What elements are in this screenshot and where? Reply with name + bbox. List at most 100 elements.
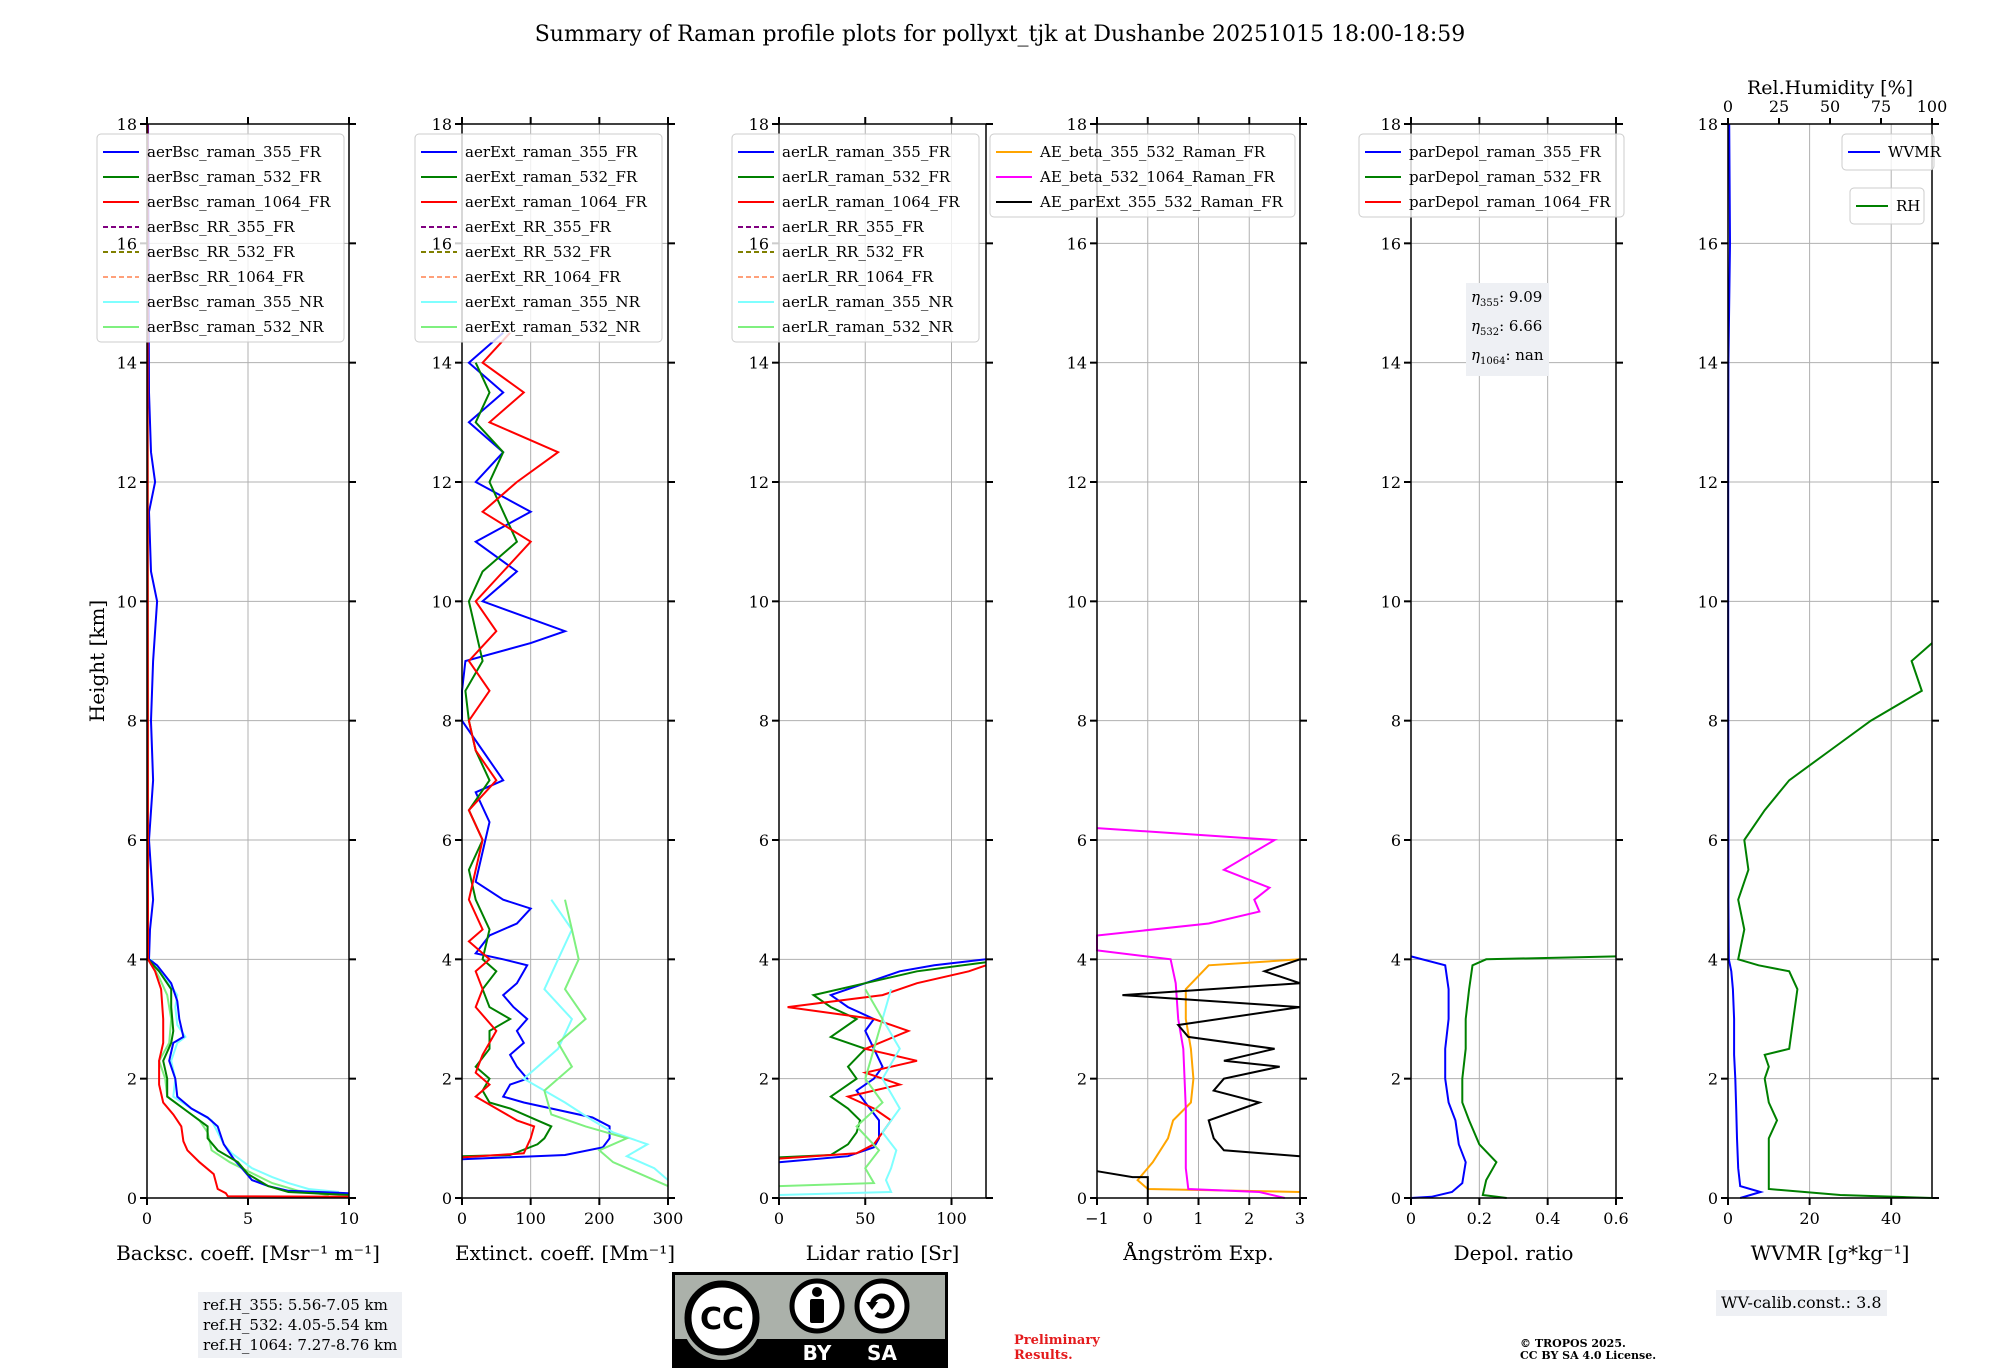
panel-depol — [1358, 117, 1625, 1205]
y-tick-label: 16 — [1381, 234, 1401, 253]
y-tick-label: 10 — [1381, 592, 1401, 611]
y-tick-label: 8 — [442, 712, 452, 731]
plot-frame — [1410, 123, 1617, 1199]
series-line-ae-parext-355-532-raman-fr — [1122, 958, 1301, 1158]
eta-355: η355: 9.09 — [1471, 288, 1543, 309]
y-tick-label: 4 — [127, 950, 137, 969]
series-line-aerbsc-raman-1064-fr — [146, 123, 350, 1198]
y-tick-label: 12 — [1381, 473, 1401, 492]
x-axis-label: Ångström Exp. — [1122, 1240, 1273, 1265]
legend-label: aerBsc_RR_355_FR — [147, 218, 295, 236]
y-tick-label: 10 — [117, 592, 137, 611]
top-tick-label: 0 — [1723, 97, 1733, 116]
series-line-ae-beta-532-1064-raman-fr — [1096, 827, 1286, 1199]
y-tick-label: 18 — [1698, 115, 1718, 134]
x-tick-label: 2 — [1244, 1209, 1254, 1228]
plot-frame — [461, 123, 669, 1199]
y-tick-label: 10 — [432, 592, 452, 611]
y-tick-label: 2 — [759, 1070, 769, 1089]
legend-label: aerExt_RR_532_FR — [465, 243, 612, 261]
series-line-aerlr-raman-355-nr — [778, 988, 901, 1196]
legend-label: aerLR_raman_1064_FR — [782, 193, 960, 211]
y-tick-label: 2 — [127, 1070, 137, 1089]
y-tick-label: 6 — [1391, 831, 1401, 850]
legend-label: parDepol_raman_355_FR — [1409, 143, 1602, 161]
y-tick-label: 4 — [1391, 950, 1401, 969]
panel-lr — [731, 117, 993, 1205]
y-tick-label: 6 — [442, 831, 452, 850]
plot-frame — [1727, 123, 1933, 1199]
panel-wv — [1721, 118, 1939, 1205]
copyright-note: © TROPOS 2025. CC BY SA 4.0 License. — [1520, 1337, 1657, 1362]
x-tick-label: 0.4 — [1535, 1209, 1560, 1228]
y-tick-label: 6 — [1077, 831, 1087, 850]
ref-height-1064: ref.H_1064: 7.27-8.76 km — [203, 1336, 398, 1354]
legend-label: aerBsc_raman_355_NR — [147, 293, 324, 311]
ref-height-532: ref.H_532: 4.05-5.54 km — [203, 1316, 388, 1334]
eta-1064: η1064: nan — [1471, 346, 1544, 367]
y-tick-label: 14 — [1067, 354, 1087, 373]
legend-label: aerBsc_raman_355_FR — [147, 143, 322, 161]
ref-height-355: ref.H_355: 5.56-7.05 km — [203, 1296, 388, 1314]
series-line-aerlr-raman-532-fr — [778, 961, 987, 1159]
x-tick-label: 3 — [1295, 1209, 1305, 1228]
series-line-ae-parext-355-532-raman-fr — [1096, 1170, 1149, 1198]
series-line-ae-beta-355-532-raman-fr — [1136, 958, 1301, 1193]
y-tick-label: 4 — [759, 950, 769, 969]
series-line-aerbsc-raman-355-nr — [150, 958, 339, 1193]
x-tick-label: 100 — [936, 1209, 967, 1228]
x-tick-label: 10 — [339, 1209, 359, 1228]
panel-bsc — [96, 117, 356, 1205]
x-tick-label: 100 — [515, 1209, 546, 1228]
series-line-aerlr-raman-1064-fr — [778, 964, 987, 1160]
legend-label: AE_parExt_355_532_Raman_FR — [1039, 193, 1284, 211]
y-tick-label: 8 — [759, 712, 769, 731]
y-tick-label: 4 — [442, 950, 452, 969]
legend-label: aerExt_RR_1064_FR — [465, 268, 621, 286]
top-tick-label: 25 — [1769, 97, 1789, 116]
series-line-aerbsc-raman-355-fr — [147, 123, 350, 1195]
legend-label: aerExt_raman_355_FR — [465, 143, 638, 161]
legend-label: aerLR_raman_532_FR — [782, 168, 951, 186]
y-tick-label: 14 — [749, 354, 769, 373]
y-tick-label: 14 — [1698, 354, 1718, 373]
legend-box — [1358, 133, 1625, 218]
series-line-aerext-raman-532-fr — [461, 362, 553, 1158]
series-line-rh — [1737, 642, 1933, 1199]
svg-text:CC: CC — [700, 1302, 744, 1337]
y-tick-label: 16 — [749, 234, 769, 253]
y-tick-label: 10 — [1698, 592, 1718, 611]
x-axis-label: Depol. ratio — [1454, 1241, 1574, 1265]
x-axis-label: Lidar ratio [Sr] — [806, 1241, 960, 1265]
series-line-aerext-raman-532-nr — [543, 899, 669, 1188]
series-line-aerext-raman-1064-fr — [461, 332, 561, 1159]
series-line-pardepol-raman-355-fr — [1410, 955, 1467, 1199]
y-tick-label: 4 — [1077, 950, 1087, 969]
y-tick-label: 4 — [1708, 950, 1718, 969]
share-alike-icon — [854, 1278, 910, 1334]
legend-label: WVMR — [1888, 143, 1942, 161]
y-tick-label: 8 — [127, 712, 137, 731]
y-tick-label: 14 — [1381, 354, 1401, 373]
legend-label: aerExt_RR_355_FR — [465, 218, 612, 236]
y-tick-label: 18 — [117, 115, 137, 134]
series-line-aerlr-raman-532-nr — [778, 988, 884, 1188]
cc-by-sa-license-badge: CC BY SA — [672, 1272, 948, 1368]
wv-calibration-box: WV-calib.const.: 3.8 — [1716, 1290, 1887, 1316]
panel-ext — [414, 117, 675, 1205]
x-tick-label: 300 — [653, 1209, 684, 1228]
x-axis-label: WVMR [g*kg⁻¹] — [1751, 1241, 1910, 1265]
y-tick-label: 6 — [127, 831, 137, 850]
legend-label: aerExt_raman_532_FR — [465, 168, 638, 186]
reference-height-box: ref.H_355: 5.56-7.05 km ref.H_532: 4.05-… — [198, 1292, 403, 1358]
y-tick-label: 16 — [1067, 234, 1087, 253]
x-tick-label: 20 — [1799, 1209, 1819, 1228]
x-tick-label: 0 — [1406, 1209, 1416, 1228]
x-tick-label: 0 — [774, 1209, 784, 1228]
x-tick-label: 1 — [1193, 1209, 1203, 1228]
x-tick-label: 5 — [243, 1209, 253, 1228]
legend-box — [414, 133, 663, 343]
y-tick-label: 2 — [1077, 1070, 1087, 1089]
x-tick-label: 200 — [584, 1209, 615, 1228]
